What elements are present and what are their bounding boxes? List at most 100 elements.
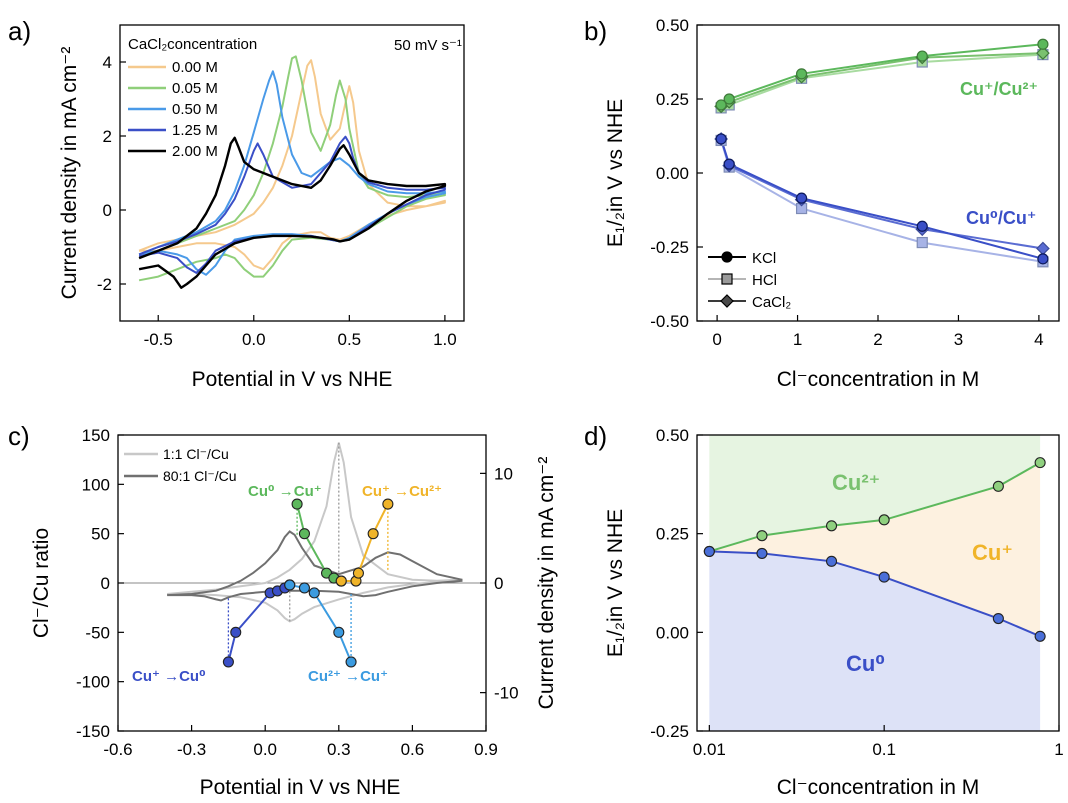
label-cu0-to-cu1: Cu⁰ →Cu⁺ bbox=[248, 483, 322, 500]
y-tick-label: 0.25 bbox=[656, 90, 689, 109]
boundary-line-1 bbox=[709, 550, 1041, 638]
panel-c-ylabel: Cl⁻/Cu ratio bbox=[30, 528, 53, 638]
point-b-circle bbox=[1037, 38, 1049, 50]
point-b-circle bbox=[795, 68, 808, 80]
label-cu1-to-cu2: Cu⁺ →Cu²⁺ bbox=[362, 483, 442, 500]
ratio-point bbox=[298, 582, 311, 594]
point-b-diamond bbox=[1036, 46, 1050, 60]
region-cu2-label: Cu²⁺ bbox=[832, 470, 880, 495]
legend-c: 1:1 Cl⁻/Cu 80:1 Cl⁻/Cu bbox=[124, 446, 237, 484]
panel-d-xlabel: Cl⁻concentration in M bbox=[777, 776, 980, 799]
legend-a: 0.00 M 0.05 M 0.50 M 1.25 M 2.00 M bbox=[128, 59, 218, 160]
region-cu2 bbox=[709, 435, 1041, 552]
x-tick-label: 0.0 bbox=[242, 330, 266, 349]
label-cu1-to-cu0: Cu⁺ →Cu⁰ bbox=[132, 668, 206, 685]
panel-b-plot bbox=[714, 38, 1050, 268]
legend-a-entry: 2.00 M bbox=[172, 143, 218, 160]
legend-a-entry: 0.00 M bbox=[172, 59, 218, 76]
y-tick-label: 0 bbox=[101, 574, 110, 593]
y-tick-label: -0.50 bbox=[650, 312, 689, 331]
x-tick-label: 0.5 bbox=[338, 330, 362, 349]
line-b-square bbox=[720, 140, 1044, 263]
cu0-cu1-label: Cu⁰/Cu⁺ bbox=[966, 208, 1036, 228]
ratio-point bbox=[367, 528, 379, 540]
y-tick-label: -0.25 bbox=[650, 238, 689, 257]
y-tick-label: 0.00 bbox=[656, 623, 689, 642]
legend-b-marker bbox=[721, 273, 733, 285]
y-tick-label: -0.25 bbox=[650, 722, 689, 741]
boundary-point bbox=[1034, 630, 1046, 642]
panel-a-label: a) bbox=[8, 16, 31, 46]
legend-b: KCl HCl CaCl₂ bbox=[708, 250, 791, 311]
y-right-tick-label: -10 bbox=[494, 684, 519, 703]
y-tick-label: 0 bbox=[103, 201, 112, 220]
legend-b-entry: HCl bbox=[752, 272, 777, 289]
y-tick-label: -150 bbox=[76, 722, 110, 741]
y-tick-label: 0.00 bbox=[656, 164, 689, 183]
legend-b-entry: KCl bbox=[752, 250, 776, 267]
y-tick-label: 100 bbox=[82, 475, 110, 494]
y-right-tick-label: 0 bbox=[494, 574, 503, 593]
x-tick-label: 0.3 bbox=[327, 740, 351, 759]
y-tick-label: 0.25 bbox=[656, 525, 689, 544]
x-tick-label: 3 bbox=[954, 330, 963, 349]
panel-c: c) -0.6 -0.3 0.0 0.3 0.6 0.9-150-100-50050100… bbox=[8, 421, 558, 799]
label-cu2-to-cu1: Cu²⁺ →Cu⁺ bbox=[308, 668, 388, 685]
panel-d-ticks: 0.01 0.1 1 -0.25 0.00 0.25 0.50 bbox=[650, 426, 1063, 759]
y-tick-label: 4 bbox=[103, 53, 112, 72]
x-tick-label: -0.6 bbox=[103, 740, 132, 759]
panel-a: a) -0.5 0.0 0.5 1.0 -2 0 2 4 Potential in V vs … bbox=[8, 16, 465, 391]
point-b-circle bbox=[916, 50, 928, 62]
region-cu0-label: Cu⁰ bbox=[846, 651, 885, 676]
legend-b-marker bbox=[720, 294, 734, 308]
panel-d-label: d) bbox=[584, 421, 607, 451]
ratio-point bbox=[284, 579, 296, 591]
ratio-point bbox=[335, 575, 347, 587]
boundary-point bbox=[703, 545, 715, 557]
ratio-point bbox=[352, 567, 364, 579]
boundary-line-0 bbox=[709, 461, 1041, 553]
ratio-point bbox=[333, 626, 345, 638]
ratio-point bbox=[308, 587, 320, 599]
point-b-circle bbox=[1037, 253, 1049, 265]
panel-a-frame bbox=[119, 24, 465, 322]
point-b-diamond bbox=[1036, 241, 1050, 256]
boundary-point bbox=[878, 571, 890, 583]
point-b-circle bbox=[723, 158, 735, 170]
panel-c-label: c) bbox=[8, 421, 30, 451]
panel-a-ylabel: Current density in mA cm⁻² bbox=[58, 47, 81, 300]
boundary-point bbox=[992, 480, 1004, 492]
panel-b-xlabel: Cl⁻concentration in M bbox=[777, 368, 980, 391]
cu1-cu2-label: Cu⁺/Cu²⁺ bbox=[960, 79, 1038, 99]
ratio-point bbox=[298, 528, 311, 540]
panel-d: d) 0.01 0.1 1 -0.25 0.00 0.25 0.50 Cl⁻concentr… bbox=[584, 421, 1064, 799]
panel-c-xlabel: Potential in V vs NHE bbox=[200, 776, 401, 799]
cv-line-c-1 bbox=[167, 530, 463, 602]
legend-a-title: CaCl₂concentration bbox=[128, 36, 257, 53]
ratio-point bbox=[291, 498, 303, 510]
panel-d-plot bbox=[703, 435, 1046, 731]
region-cu1-label: Cu⁺ bbox=[972, 540, 1013, 565]
panel-a-xlabel: Potential in V vs NHE bbox=[192, 368, 393, 391]
boundary-point bbox=[878, 514, 890, 526]
legend-a-entry: 1.25 M bbox=[172, 122, 218, 139]
y-tick-label: -50 bbox=[85, 623, 110, 642]
x-tick-label: 0.0 bbox=[253, 740, 277, 759]
panel-b-label: b) bbox=[584, 16, 607, 46]
ratio-line-3 bbox=[289, 584, 353, 663]
boundary-point bbox=[825, 555, 838, 567]
boundary-point bbox=[756, 530, 768, 542]
panel-d-ylabel: E₁/₂in V vs NHE bbox=[604, 509, 627, 657]
boundary-point bbox=[756, 547, 768, 559]
legend-a-entry: 0.50 M bbox=[172, 101, 218, 118]
y-tick-label: 50 bbox=[91, 525, 110, 544]
x-tick-label: -0.5 bbox=[144, 330, 173, 349]
panel-c-ticks: -0.6 -0.3 0.0 0.3 0.6 0.9-150-100-50050100150… bbox=[76, 426, 519, 759]
y-tick-label: 150 bbox=[82, 426, 110, 445]
ratio-point bbox=[230, 626, 242, 638]
x-tick-label: 0.01 bbox=[693, 740, 726, 759]
panel-b-ylabel: E₁/₂in V vs NHE bbox=[604, 99, 627, 247]
x-tick-label: 0.6 bbox=[401, 740, 425, 759]
y-tick-label: 0.50 bbox=[656, 426, 689, 445]
x-tick-label: 2 bbox=[873, 330, 882, 349]
